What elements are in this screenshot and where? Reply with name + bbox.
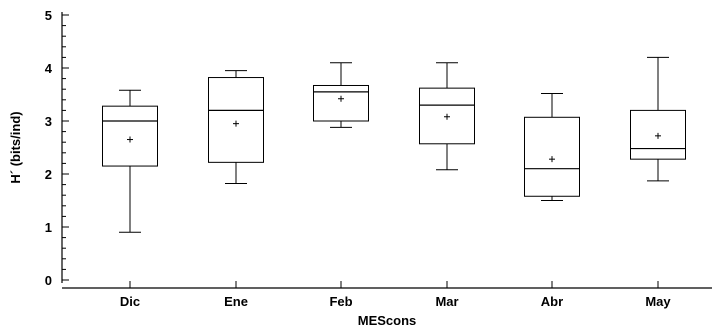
y-tick-label: 5 <box>45 8 52 23</box>
y-tick-label: 4 <box>45 61 53 76</box>
y-axis-title: H´ (bits/ind) <box>8 111 23 183</box>
box-may <box>630 56 686 182</box>
iqr-box <box>313 84 369 122</box>
y-tick-label: 0 <box>45 273 52 288</box>
x-tick-label: Abr <box>541 294 563 309</box>
x-ticks: Dic Ene Feb Mar Abr May <box>120 281 671 309</box>
iqr-box <box>102 105 158 167</box>
y-tick-label: 2 <box>45 167 52 182</box>
box-dic <box>102 89 158 233</box>
x-tick-label: Mar <box>435 294 458 309</box>
box-ene <box>208 70 264 185</box>
y-tick-label: 3 <box>45 114 52 129</box>
y-tick-label: 1 <box>45 220 52 235</box>
x-tick-label: Ene <box>224 294 248 309</box>
x-tick-label: Dic <box>120 294 140 309</box>
x-tick-label: Feb <box>329 294 352 309</box>
boxes <box>102 56 686 233</box>
x-axis-title: MEScons <box>358 313 417 328</box>
box-abr <box>524 92 580 201</box>
box-mar <box>419 62 475 171</box>
iqr-box <box>208 77 264 163</box>
axes <box>61 12 712 289</box>
x-tick-label: May <box>645 294 671 309</box>
y-ticks: 0 1 2 3 4 5 <box>45 8 69 288</box>
box-feb <box>313 62 369 128</box>
